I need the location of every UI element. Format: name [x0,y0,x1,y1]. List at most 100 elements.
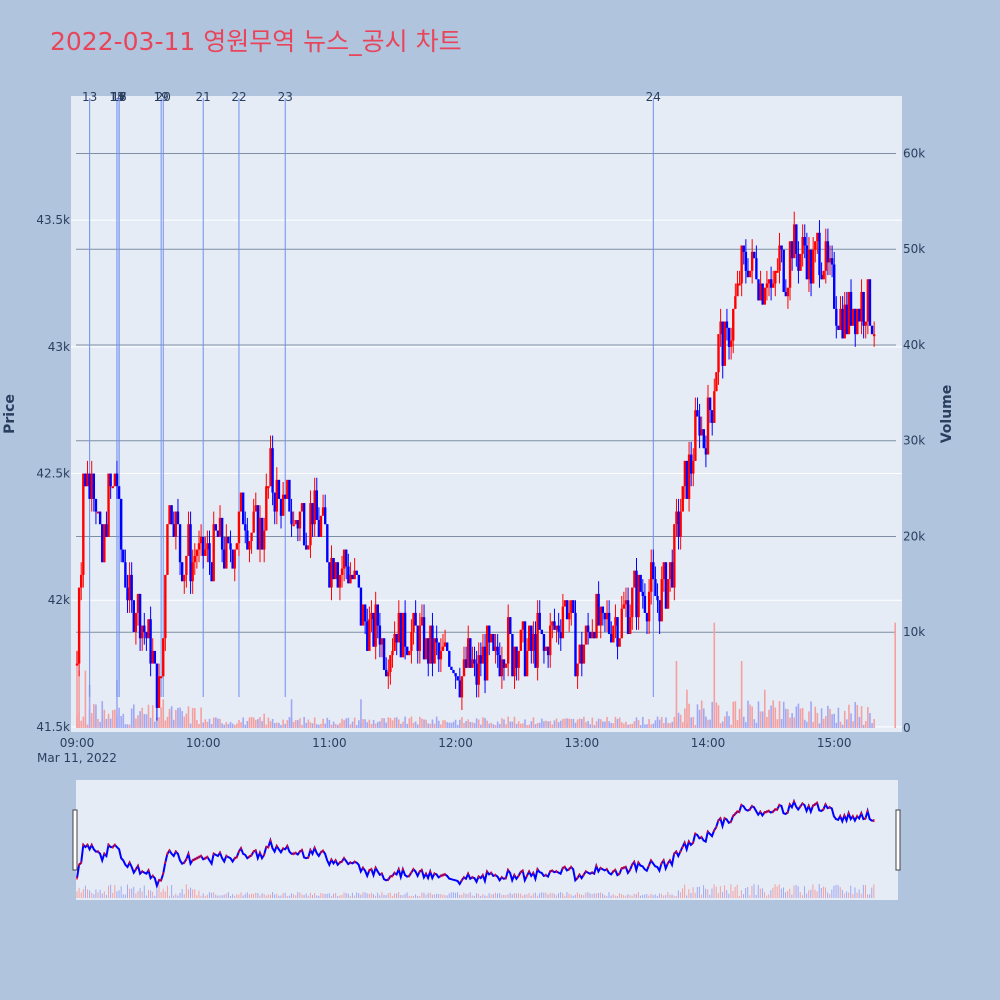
volume-bar [86,724,89,728]
range-slider-volume-bar [480,895,482,898]
volume-bar [477,719,480,728]
range-slider-candle [292,852,295,856]
range-slider-volume-bar [196,895,198,898]
range-slider-volume-bar [513,892,515,898]
range-slider[interactable] [76,780,898,900]
range-slider-volume-bar [423,892,425,898]
time-axis: 09:00 10:00 11:00 12:00 13:00 14:00 15:00 [60,736,852,750]
range-slider-volume-bar [280,895,282,898]
volume-bar [806,721,808,728]
range-slider-candle [852,814,854,818]
candle-body [408,650,411,656]
volume-bar [334,724,337,728]
range-slider-volume-bar [202,893,204,898]
candle-body [323,507,327,525]
volume-bar [187,706,190,728]
candle-body [563,600,567,607]
candle-body [384,669,388,677]
range-slider-candle [814,802,816,806]
volume-bar [686,689,688,728]
candle-body [134,612,138,632]
range-slider-candle [330,858,333,862]
volume-bar [873,719,875,728]
volume-bar [547,721,549,728]
range-slider-volume-bar [93,894,95,898]
candle-body [542,634,546,651]
range-slider-volume-bar [694,892,696,898]
volume-bar [376,721,379,728]
volume-bar [555,718,558,728]
candle-body [96,511,100,514]
range-slider-volume-bar [415,894,417,898]
range-slider-volume-bar [661,893,663,898]
range-slider-volume-bar [810,889,812,898]
range-slider-candle [663,858,665,862]
range-slider-volume-bar [705,888,707,898]
volume-bar [530,721,533,728]
volume-bar [168,708,171,728]
range-slider-volume-bar [871,887,873,898]
range-slider-candle [522,869,524,873]
volume-bar [236,723,238,728]
candle-body [814,241,817,250]
volume-bar [831,714,833,728]
range-slider-volume-bar [623,895,625,898]
candle-body [473,659,476,664]
price-tick-label: 43.5k [36,213,70,227]
range-slider-candle [848,811,850,815]
volume-bar [814,706,817,728]
candle-body [132,600,135,632]
volume-tick-label: 50k [903,242,925,256]
candle-body [820,275,823,280]
volume-bar [612,723,615,728]
range-slider-volume-bar [768,894,770,898]
range-slider-volume-bar [402,895,404,898]
range-slider-candle [162,872,164,876]
candle-body [481,646,485,664]
candle-body [347,566,350,584]
volume-bar [313,717,316,728]
volume-bar [206,721,209,728]
range-slider-candle [812,804,814,808]
range-slider-volume-bar [730,884,732,898]
range-slider-candle [301,848,303,852]
range-slider-left-handle[interactable] [72,809,78,871]
range-slider-candle [349,861,351,865]
range-slider-volume-bar [585,892,587,898]
range-slider-volume-bar [410,895,412,898]
candle-body [159,676,163,679]
range-slider-volume-bar [328,893,330,898]
range-slider-volume-bar [337,895,339,898]
range-slider-volume-bar [520,893,522,898]
candle-body [631,587,634,618]
candle-body [437,642,440,660]
candle-body [302,503,306,546]
candle-body [841,308,844,339]
volume-bar [326,717,329,728]
candle-body [204,549,207,556]
range-slider-volume-bar [242,895,244,898]
range-slider-volume-bar [572,895,574,898]
volume-bar [488,723,491,728]
range-slider-volume-bar [797,886,799,898]
range-slider-candle [419,869,421,873]
range-slider-volume-bar [406,892,408,898]
range-slider-right-handle[interactable] [895,809,901,871]
volume-bar [602,721,604,728]
volume-bar [294,719,297,728]
range-slider-candle [192,858,194,862]
volume-bar [383,718,385,728]
candle-body [117,486,121,499]
range-slider-volume-bar [314,893,316,898]
candle-body [286,479,289,499]
time-tick-label: 14:00 [691,736,726,750]
range-slider-candle [599,866,602,870]
range-slider-volume-bar [177,895,179,898]
volume-bar [139,711,141,728]
range-slider-volume-bar [494,892,496,898]
range-slider-volume-bar [461,894,463,898]
range-slider-candle [393,871,396,875]
volume-bar [711,701,714,728]
range-slider-volume-bar [370,892,372,898]
volume-bar [240,722,242,728]
